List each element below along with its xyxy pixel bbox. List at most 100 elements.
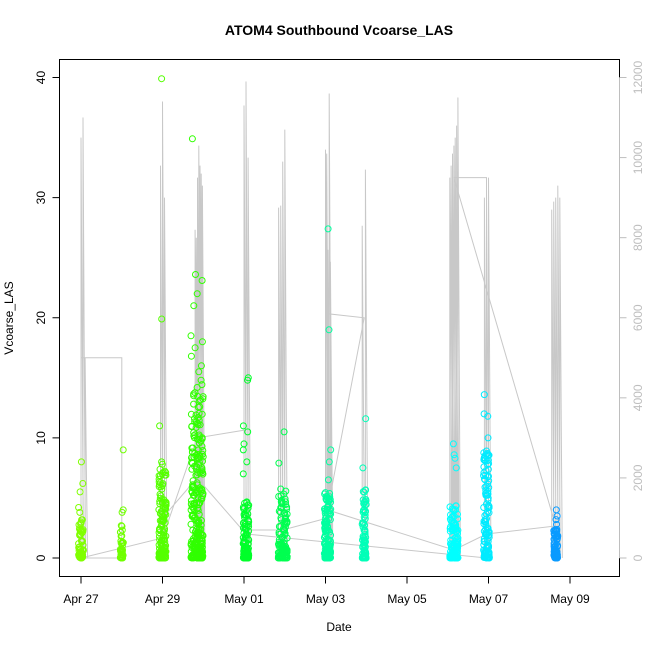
data-point: [118, 522, 126, 530]
y2-tick-label: 12000: [631, 60, 645, 94]
data-point: [450, 553, 458, 561]
data-point: [481, 452, 489, 459]
data-point: [243, 458, 251, 466]
data-point: [277, 530, 285, 538]
data-point: [244, 376, 252, 384]
data-point: [451, 454, 459, 462]
data-point: [196, 421, 204, 429]
data-point: [359, 464, 367, 472]
data-point: [362, 486, 370, 494]
data-point: [484, 501, 492, 509]
y-tick-label: 10: [34, 431, 48, 445]
data-point: [482, 487, 490, 495]
data-point: [197, 525, 205, 533]
data-point: [453, 533, 461, 541]
data-point: [194, 543, 202, 551]
data-point: [484, 456, 492, 464]
data-point: [325, 458, 333, 466]
data-point: [482, 554, 490, 562]
data-point: [552, 550, 560, 558]
data-point: [482, 518, 489, 526]
data-point: [158, 75, 166, 83]
chart-title: ATOM4 Southbound Vcoarse_LAS: [225, 22, 453, 38]
data-point: [197, 521, 205, 529]
data-point: [118, 508, 126, 516]
data-point: [76, 488, 84, 496]
data-point: [320, 534, 328, 541]
data-point: [156, 422, 164, 430]
line-spike-group: [80, 117, 89, 559]
data-point: [360, 526, 368, 534]
data-point: [485, 549, 493, 556]
data-point: [321, 540, 329, 548]
data-point: [324, 225, 332, 233]
data-point: [485, 477, 493, 485]
data-point: [158, 496, 166, 503]
data-point: [485, 472, 492, 480]
data-point: [452, 525, 460, 533]
y-tick-label: 30: [34, 191, 48, 205]
data-point: [453, 540, 461, 548]
x-tick-label: May 07: [469, 592, 509, 606]
data-point: [79, 480, 87, 487]
data-point: [160, 527, 168, 535]
data-point: [275, 538, 283, 546]
data-point: [321, 490, 329, 498]
data-point: [192, 271, 199, 278]
x-tick-label: May 03: [306, 592, 346, 606]
data-point: [481, 530, 489, 538]
data-point: [551, 531, 559, 539]
data-point: [322, 517, 330, 524]
data-point: [324, 476, 332, 484]
data-point: [483, 500, 490, 508]
data-point: [359, 523, 367, 531]
data-point: [321, 507, 329, 515]
data-point: [361, 521, 368, 529]
data-point: [190, 432, 198, 440]
data-point: [188, 135, 196, 143]
data-point: [118, 539, 126, 547]
data-point: [280, 428, 288, 436]
data-point: [161, 538, 169, 546]
data-point: [553, 527, 561, 535]
data-point: [199, 395, 207, 403]
data-point: [196, 403, 204, 411]
data-point: [485, 544, 492, 552]
data-point: [194, 454, 202, 462]
y2-tick-label: 2000: [631, 464, 645, 491]
data-point: [322, 529, 330, 537]
axes-layer: Apr 27 Apr 29 May 01 May 03 May 05 May 07 May …: [34, 60, 645, 606]
data-point: [193, 290, 201, 298]
x-tick-label: Apr 27: [63, 592, 99, 606]
data-point: [324, 503, 331, 511]
data-point: [484, 496, 492, 504]
data-point: [482, 521, 490, 529]
data-point: [195, 368, 203, 376]
data-point: [240, 538, 248, 546]
data-point: [191, 344, 199, 352]
x-tick-label: May 05: [387, 592, 427, 606]
data-point: [119, 554, 127, 562]
data-point: [484, 461, 492, 469]
data-point: [362, 415, 370, 423]
data-point: [361, 536, 369, 544]
data-point: [325, 552, 333, 560]
data-point: [76, 508, 84, 516]
y-axis-label: Vcoarse_LAS: [2, 281, 16, 354]
data-point: [161, 552, 169, 560]
data-point: [323, 496, 331, 504]
data-point: [198, 338, 206, 346]
data-point: [243, 530, 251, 538]
data-point: [244, 520, 252, 528]
data-point: [322, 521, 330, 529]
plot-box: [59, 59, 620, 577]
data-point: [118, 551, 126, 559]
line-spike-group: [483, 177, 492, 559]
data-point: [75, 504, 83, 511]
data-point: [281, 547, 289, 555]
data-point: [194, 549, 202, 557]
data-point: [484, 465, 492, 473]
data-point: [190, 302, 198, 310]
data-point: [553, 520, 560, 528]
